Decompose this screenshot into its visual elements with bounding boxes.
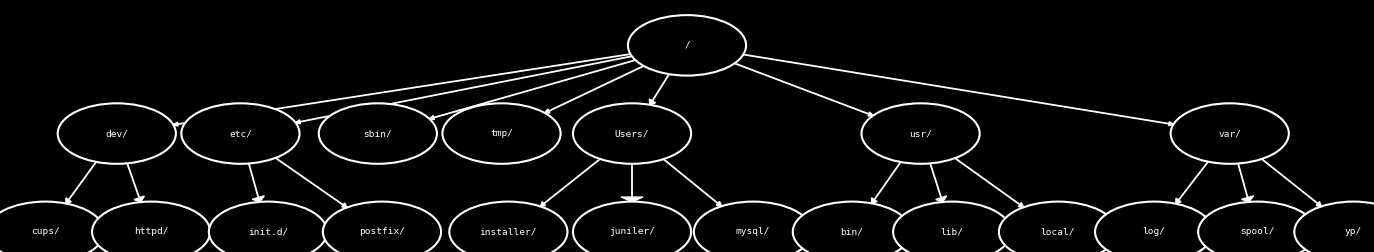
Polygon shape xyxy=(1169,122,1173,126)
Polygon shape xyxy=(650,99,655,105)
Ellipse shape xyxy=(694,202,812,252)
Text: log/: log/ xyxy=(1143,227,1165,236)
Text: installer/: installer/ xyxy=(480,227,537,236)
Text: mysql/: mysql/ xyxy=(735,227,771,236)
Polygon shape xyxy=(253,196,264,202)
Text: juniler/: juniler/ xyxy=(609,227,655,236)
Ellipse shape xyxy=(449,202,567,252)
Text: local/: local/ xyxy=(1040,227,1076,236)
Ellipse shape xyxy=(209,202,327,252)
Text: bin/: bin/ xyxy=(841,227,863,236)
Ellipse shape xyxy=(1294,202,1374,252)
Polygon shape xyxy=(716,201,721,206)
Polygon shape xyxy=(66,198,71,204)
Text: usr/: usr/ xyxy=(910,129,932,138)
Polygon shape xyxy=(135,196,144,202)
Polygon shape xyxy=(621,197,643,202)
Ellipse shape xyxy=(319,103,437,164)
Text: sbin/: sbin/ xyxy=(364,129,392,138)
Polygon shape xyxy=(173,122,179,126)
Polygon shape xyxy=(1176,198,1182,204)
Ellipse shape xyxy=(0,202,104,252)
Polygon shape xyxy=(342,203,346,207)
Ellipse shape xyxy=(628,15,746,76)
Text: tmp/: tmp/ xyxy=(491,129,513,138)
Text: /: / xyxy=(684,41,690,50)
Polygon shape xyxy=(430,116,434,120)
Ellipse shape xyxy=(323,202,441,252)
Polygon shape xyxy=(868,112,872,116)
Ellipse shape xyxy=(1198,202,1316,252)
Polygon shape xyxy=(1316,202,1322,206)
Text: lib/: lib/ xyxy=(941,227,963,236)
Text: dev/: dev/ xyxy=(106,129,128,138)
Ellipse shape xyxy=(793,202,911,252)
Ellipse shape xyxy=(181,103,300,164)
Ellipse shape xyxy=(861,103,980,164)
Polygon shape xyxy=(295,120,301,124)
Polygon shape xyxy=(1018,203,1024,207)
Polygon shape xyxy=(1242,196,1253,202)
Ellipse shape xyxy=(893,202,1011,252)
Ellipse shape xyxy=(58,103,176,164)
Text: yp/: yp/ xyxy=(1345,227,1362,236)
Text: spool/: spool/ xyxy=(1239,227,1275,236)
Text: cups/: cups/ xyxy=(32,227,59,236)
Ellipse shape xyxy=(573,103,691,164)
Polygon shape xyxy=(540,202,545,206)
Ellipse shape xyxy=(442,103,561,164)
Ellipse shape xyxy=(999,202,1117,252)
Text: httpd/: httpd/ xyxy=(133,227,169,236)
Ellipse shape xyxy=(1095,202,1213,252)
Polygon shape xyxy=(545,109,550,113)
Text: var/: var/ xyxy=(1219,129,1241,138)
Polygon shape xyxy=(871,198,877,203)
Polygon shape xyxy=(936,196,947,202)
Text: init.d/: init.d/ xyxy=(247,227,289,236)
Ellipse shape xyxy=(92,202,210,252)
Ellipse shape xyxy=(1171,103,1289,164)
Text: postfix/: postfix/ xyxy=(359,227,405,236)
Text: Users/: Users/ xyxy=(614,129,650,138)
Text: etc/: etc/ xyxy=(229,129,251,138)
Ellipse shape xyxy=(573,202,691,252)
